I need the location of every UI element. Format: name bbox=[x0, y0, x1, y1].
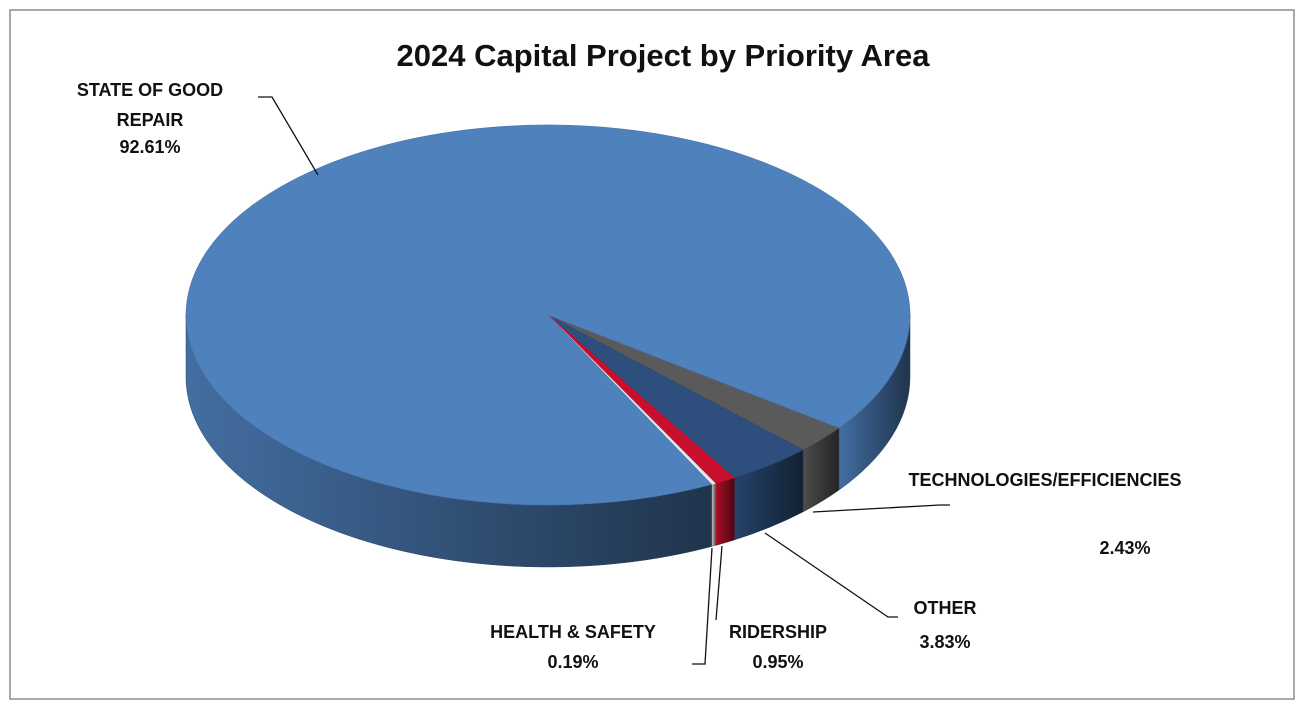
slice-value-label: 3.83% bbox=[919, 632, 971, 652]
slice-value-label: 0.95% bbox=[752, 652, 804, 672]
slice-label: OTHER bbox=[913, 598, 977, 618]
slice-label: STATE OF GOOD REPAIR bbox=[76, 80, 224, 130]
leader-lines bbox=[258, 96, 950, 665]
slice-value-label: 92.61% bbox=[119, 137, 181, 157]
slice-label: TECHNOLOGIES/EFFICIENCIES bbox=[908, 470, 1182, 490]
leader-line bbox=[692, 547, 713, 665]
slice-side bbox=[711, 483, 716, 547]
chart-title: 2024 Capital Project by Priority Area bbox=[396, 38, 930, 73]
slice-value-label: 0.19% bbox=[547, 652, 599, 672]
slice-label: RIDERSHIP bbox=[728, 622, 828, 642]
slice-value-label: 2.43% bbox=[1099, 538, 1151, 558]
slice-label: HEALTH & SAFETY bbox=[490, 622, 656, 642]
leader-line bbox=[715, 545, 723, 621]
slice-side bbox=[715, 477, 735, 546]
leader-line bbox=[812, 504, 950, 513]
leader-line bbox=[258, 96, 319, 176]
leader-line bbox=[764, 532, 898, 618]
pie-tops bbox=[185, 124, 911, 506]
pie-sides bbox=[185, 314, 911, 568]
